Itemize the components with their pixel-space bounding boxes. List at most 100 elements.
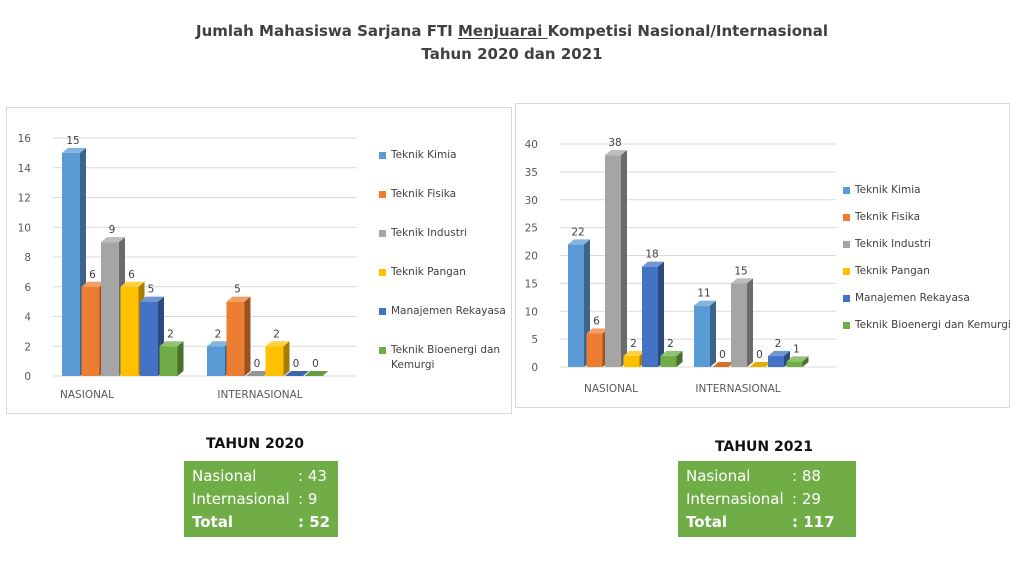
bar-side (283, 341, 290, 376)
bar-front (159, 346, 178, 376)
y-tick-label: 2 (24, 341, 31, 353)
legend-swatch (843, 241, 850, 248)
bar-front (660, 355, 677, 367)
summary-label: Internasional (686, 490, 784, 508)
data-label: 2 (775, 338, 782, 350)
y-tick-label: 5 (531, 334, 538, 346)
y-tick-label: 12 (18, 193, 31, 205)
data-label: 6 (593, 316, 600, 328)
legend-swatch (379, 152, 386, 159)
bar-front (62, 152, 80, 376)
data-label: 6 (128, 269, 135, 281)
y-tick-label: 10 (525, 306, 538, 318)
legend-label: Teknik Fisika (855, 211, 921, 223)
y-tick-label: 4 (24, 312, 31, 324)
data-label: 5 (234, 284, 241, 296)
bar-top (101, 237, 125, 243)
bar-teknik-fisika-internasional (712, 362, 735, 367)
y-tick-label: 30 (525, 195, 538, 207)
legend-item-teknik-bioenergi-dan-kemurgi: Teknik Bioenergi dan Kemurgi (843, 318, 1011, 333)
legend-swatch (379, 269, 386, 276)
summary-label: Total (686, 513, 727, 531)
y-tick-label: 20 (525, 251, 538, 263)
y-tick-label: 35 (525, 167, 538, 179)
bar-top (768, 350, 790, 356)
summary-box-2020: Nasional : 43 Internasional : 9 Total : … (184, 461, 338, 537)
bar-top (605, 150, 627, 156)
bar-top (207, 341, 231, 347)
bar-top (265, 341, 290, 347)
y-tick-label: 0 (531, 362, 538, 374)
bar-front (768, 355, 784, 367)
legend-item-teknik-industri: Teknik Industri (379, 226, 467, 241)
data-label: 0 (254, 358, 261, 370)
legend-swatch (379, 308, 386, 315)
bar-front (694, 305, 710, 367)
bar-top (660, 350, 683, 356)
x-tick-label: INTERNASIONAL (217, 389, 302, 401)
bar-front (623, 355, 640, 367)
title-underlined-word: Menjuarai (457, 22, 548, 40)
bar-top (642, 261, 664, 267)
bar-front (786, 361, 803, 367)
legend-item-manajemen-rekayasa: Manajemen Rekayasa (379, 304, 506, 319)
summary-row-internasional: Internasional : 9 (192, 488, 330, 511)
bar-teknik-fisika-internasional (226, 296, 251, 376)
y-tick-label: 8 (24, 252, 31, 264)
legend-swatch (379, 191, 386, 198)
bar-top (731, 278, 753, 284)
legend-label: Teknik Pangan (391, 266, 466, 278)
bar-top (159, 341, 184, 347)
y-tick-label: 15 (525, 278, 538, 290)
bar-side (676, 350, 683, 367)
summary-value: : 43 (298, 467, 327, 485)
data-label: 2 (667, 338, 674, 350)
summary-value: : 9 (298, 490, 318, 508)
legend-item-teknik-bioenergi-dan-kemurgi: Teknik Bioenergi dan Kemurgi (379, 343, 509, 373)
page-subtitle: Tahun 2020 dan 2021 (421, 45, 603, 63)
summary-label: Internasional (192, 490, 290, 508)
bar-teknik-pangan-internasional (265, 341, 290, 376)
page-title: Jumlah Mahasiswa Sarjana FTI Menjuarai K… (0, 22, 1024, 40)
bar-teknik-industri-internasional (731, 278, 753, 367)
legend-item-teknik-kimia: Teknik Kimia (843, 183, 921, 198)
bar-side (747, 278, 753, 367)
year-heading-2021: TAHUN 2021 (715, 439, 813, 455)
data-label: 15 (66, 135, 79, 147)
legend-item-manajemen-rekayasa: Manajemen Rekayasa (843, 291, 970, 306)
summary-row-total: Total : 117 (686, 511, 848, 534)
bar-top (81, 281, 106, 287)
legend-swatch (379, 347, 386, 354)
bar-teknik-kimia-internasional (694, 300, 716, 367)
y-tick-label: 0 (24, 371, 31, 383)
title-prefix: Jumlah Mahasiswa Sarjana FTI (195, 22, 458, 40)
bar-front (731, 283, 747, 367)
bar-top (749, 362, 772, 367)
bar-top (120, 281, 145, 287)
legend-swatch (843, 214, 850, 221)
legend-swatch (843, 295, 850, 302)
bar-teknik-bioenergi-dan-kemurgi-nasional (660, 350, 683, 367)
bar-top (786, 356, 809, 362)
bar-side (177, 341, 184, 376)
x-tick-label: INTERNASIONAL (695, 383, 780, 395)
summary-row-nasional: Nasional : 43 (192, 465, 330, 488)
summary-value: : 29 (792, 490, 821, 508)
legend-label: Teknik Bioenergi dan Kemurgi (391, 344, 501, 371)
legend-swatch (843, 187, 850, 194)
data-label: 38 (608, 137, 621, 149)
bar-side (244, 296, 251, 376)
bar-teknik-pangan-internasional (749, 362, 772, 367)
y-tick-label: 16 (18, 133, 32, 145)
summary-label: Nasional (686, 467, 751, 485)
chart-2020-panel: 0 2 4 6 8 10 12 14 16 15 6 9 6 5 2 NASIONAL 2 5 0 2 0 0 INTERN… (6, 107, 512, 414)
summary-row-total: Total : 52 (192, 511, 330, 534)
legend-item-teknik-pangan: Teknik Pangan (379, 265, 466, 280)
data-label: 0 (756, 349, 763, 361)
bar-top (304, 371, 329, 376)
bar-front (101, 242, 119, 376)
bar-top (623, 350, 646, 356)
bar-top (712, 362, 735, 367)
data-label: 22 (571, 226, 584, 238)
summary-label: Total (192, 513, 233, 531)
